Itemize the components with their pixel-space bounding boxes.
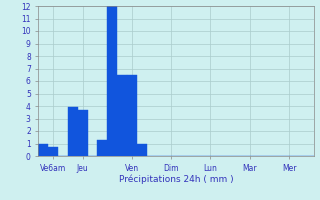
Bar	[48, 147, 58, 156]
Bar	[78, 110, 88, 156]
Bar	[68, 107, 78, 156]
Bar	[97, 140, 107, 156]
X-axis label: Précipitations 24h ( mm ): Précipitations 24h ( mm )	[119, 174, 233, 184]
Bar	[38, 144, 48, 156]
Bar	[127, 75, 137, 156]
Bar	[107, 6, 117, 156]
Bar	[137, 144, 147, 156]
Bar	[117, 75, 127, 156]
